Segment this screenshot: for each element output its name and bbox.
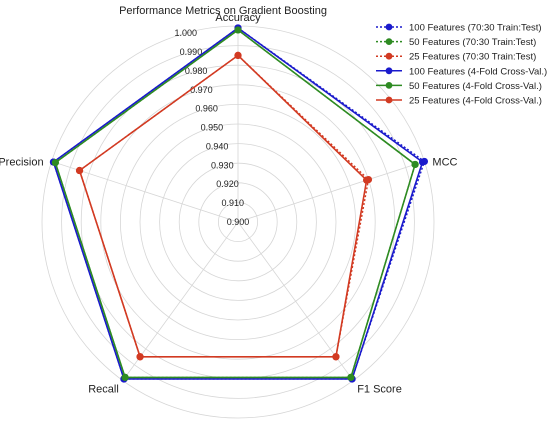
data-point — [411, 160, 419, 169]
series-5 — [51, 26, 419, 381]
axis-label: F1 Score — [357, 384, 402, 396]
legend-entry: 100 Features (4-Fold Cross-Val.) — [409, 66, 547, 77]
legend-entry: 25 Features (4-Fold Cross-Val.) — [409, 96, 542, 107]
spoke-line — [237, 161, 425, 223]
tick-label: 0.940 — [206, 141, 229, 151]
legend-entry: 50 Features (4-Fold Cross-Val.) — [409, 81, 542, 92]
legend-marker — [385, 38, 393, 45]
series-line — [52, 26, 424, 380]
series-line — [54, 28, 417, 379]
tick-label: 0.920 — [216, 179, 239, 189]
axis-label: Precision — [0, 156, 44, 168]
radial-tick-labels: 0.900 0.910 0.920 0.930 0.940 0.950 0.960 0.970… — [174, 28, 249, 227]
tick-label: 0.980 — [185, 66, 208, 76]
legend-entry: 50 Features (70:30 Train:Test) — [409, 37, 536, 48]
data-point — [136, 353, 144, 361]
legend: 100 Features (70:30 Train:Test) 50 Featur… — [376, 23, 547, 107]
data-point — [347, 373, 355, 381]
data-point — [234, 26, 242, 34]
data-point — [121, 373, 129, 381]
tick-label: 0.990 — [180, 47, 203, 57]
data-point — [418, 158, 427, 166]
series-group — [49, 24, 429, 383]
legend-entry: 25 Features (70:30 Train:Test) — [409, 52, 536, 63]
legend-marker — [385, 96, 393, 104]
legend-marker — [385, 82, 393, 89]
data-point — [332, 353, 340, 361]
series-line — [78, 54, 368, 358]
legend-marker — [385, 23, 393, 31]
tick-label: 0.970 — [190, 85, 213, 95]
data-point — [363, 176, 371, 184]
tick-label: 0.900 — [227, 217, 250, 227]
chart-title: Performance Metrics on Gradient Boosting — [119, 5, 327, 17]
data-point — [75, 166, 84, 175]
tick-label: 0.910 — [222, 198, 245, 208]
tick-label: 0.960 — [195, 104, 218, 114]
data-point — [51, 159, 59, 167]
tick-label: 1.000 — [174, 28, 197, 38]
axis-label: Recall — [88, 384, 119, 396]
axis-labels: Accuracy MCC F1 Score Recall Precision — [0, 12, 458, 396]
data-point — [234, 51, 242, 60]
series-6 — [75, 51, 371, 361]
tick-label: 0.930 — [211, 160, 234, 170]
axis-label: Accuracy — [215, 12, 261, 24]
tick-label: 0.950 — [201, 123, 224, 133]
legend-entry: 100 Features (70:30 Train:Test) — [409, 23, 542, 34]
legend-marker — [385, 67, 393, 75]
legend-marker — [385, 52, 393, 60]
axis-label: MCC — [432, 156, 457, 168]
